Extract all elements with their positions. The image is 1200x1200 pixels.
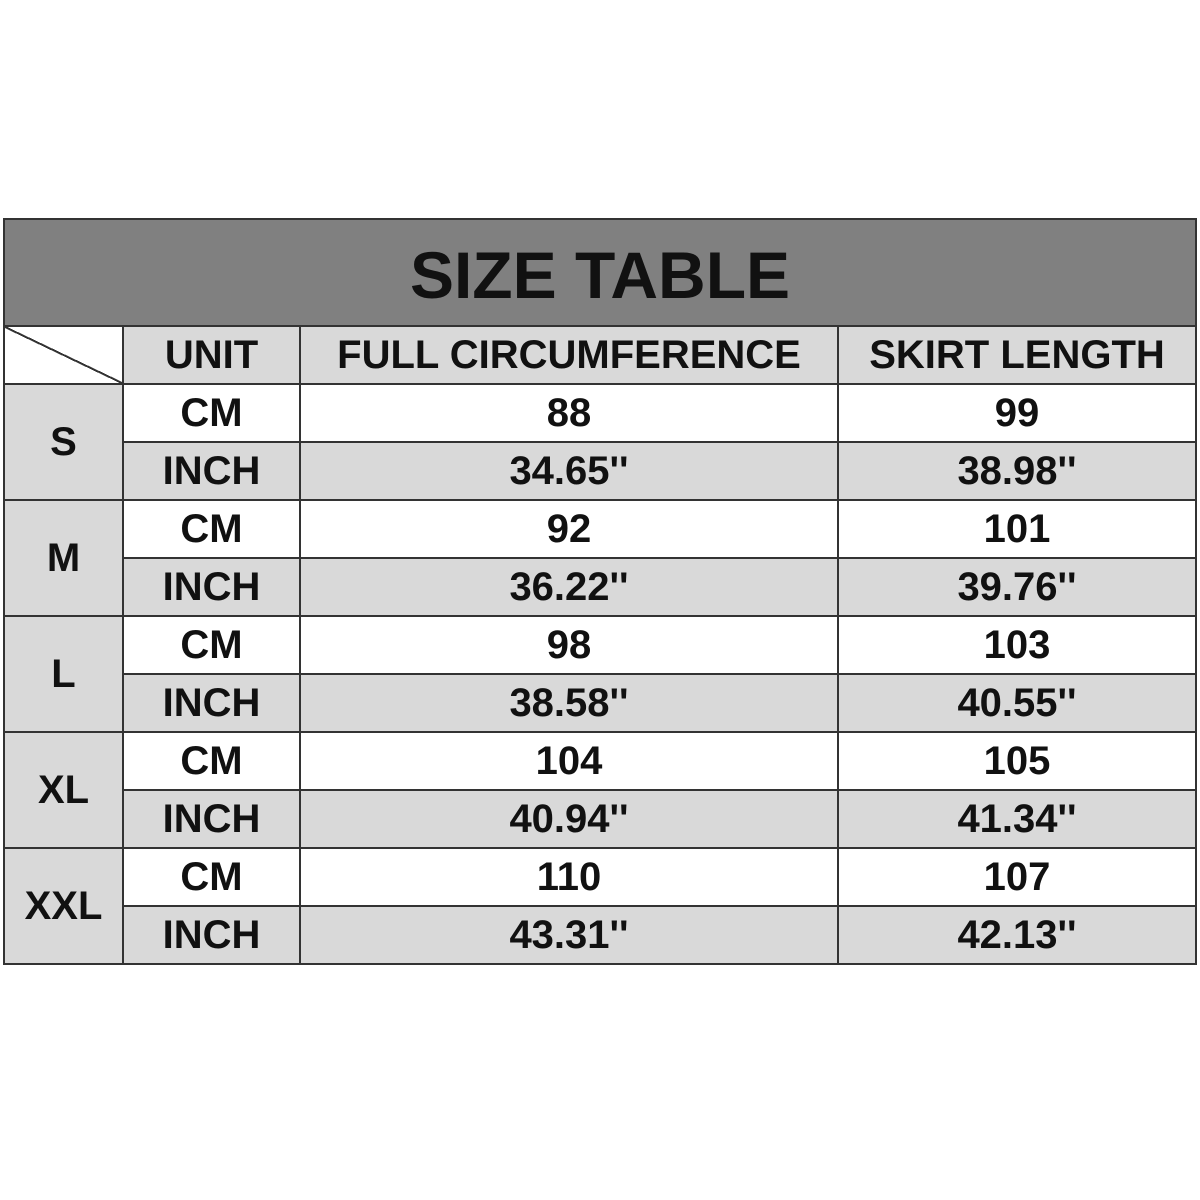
circumference-cell: 104 (299, 731, 839, 791)
skirt-length-cell: 38.98'' (837, 441, 1197, 501)
table-row: S CM 88 99 (3, 383, 1197, 501)
table-row: INCH 43.31'' 42.13'' (4, 905, 1197, 965)
table-row: INCH 36.22'' 39.76'' (4, 557, 1197, 617)
unit-cell: INCH (122, 673, 301, 733)
header-skirt-length: SKIRT LENGTH (837, 325, 1197, 385)
unit-cell: CM (122, 383, 301, 443)
skirt-length-cell: 99 (837, 383, 1197, 443)
table-row: INCH 38.58'' 40.55'' (4, 673, 1197, 733)
size-label: XL (3, 731, 124, 849)
table-row: L CM 98 103 (3, 615, 1197, 733)
header-full-circumference: FULL CIRCUMFERENCE (299, 325, 839, 385)
unit-cell: CM (122, 499, 301, 559)
header-unit: UNIT (122, 325, 301, 385)
table-row: XL CM 104 105 (3, 731, 1197, 849)
circumference-cell: 92 (299, 499, 839, 559)
circumference-cell: 98 (299, 615, 839, 675)
title-row: SIZE TABLE (3, 218, 1197, 327)
diagonal-corner-cell (3, 325, 124, 385)
unit-cell: CM (122, 615, 301, 675)
table-row: XXL CM 110 107 (3, 847, 1197, 965)
size-label: XXL (3, 847, 124, 965)
unit-cell: INCH (122, 905, 301, 965)
size-label: S (3, 383, 124, 501)
skirt-length-cell: 103 (837, 615, 1197, 675)
skirt-length-cell: 39.76'' (837, 557, 1197, 617)
skirt-length-cell: 41.34'' (837, 789, 1197, 849)
size-table: SIZE TABLE UNIT FULL CIRCUMFERENCE SKIRT… (3, 218, 1197, 965)
skirt-length-cell: 101 (837, 499, 1197, 559)
circumference-cell: 110 (299, 847, 839, 907)
table-row: INCH 34.65'' 38.98'' (4, 441, 1197, 501)
unit-cell: INCH (122, 441, 301, 501)
unit-cell: CM (122, 847, 301, 907)
header-row: UNIT FULL CIRCUMFERENCE SKIRT LENGTH (3, 325, 1197, 385)
skirt-length-cell: 105 (837, 731, 1197, 791)
circumference-cell: 36.22'' (299, 557, 839, 617)
table-row: M CM 92 101 (3, 499, 1197, 617)
skirt-length-cell: 107 (837, 847, 1197, 907)
unit-cell: CM (122, 731, 301, 791)
table-row: INCH 40.94'' 41.34'' (4, 789, 1197, 849)
unit-cell: INCH (122, 557, 301, 617)
size-label: M (3, 499, 124, 617)
circumference-cell: 43.31'' (299, 905, 839, 965)
circumference-cell: 88 (299, 383, 839, 443)
size-label: L (3, 615, 124, 733)
skirt-length-cell: 42.13'' (837, 905, 1197, 965)
skirt-length-cell: 40.55'' (837, 673, 1197, 733)
unit-cell: INCH (122, 789, 301, 849)
circumference-cell: 40.94'' (299, 789, 839, 849)
table-title: SIZE TABLE (3, 218, 1197, 327)
circumference-cell: 34.65'' (299, 441, 839, 501)
circumference-cell: 38.58'' (299, 673, 839, 733)
